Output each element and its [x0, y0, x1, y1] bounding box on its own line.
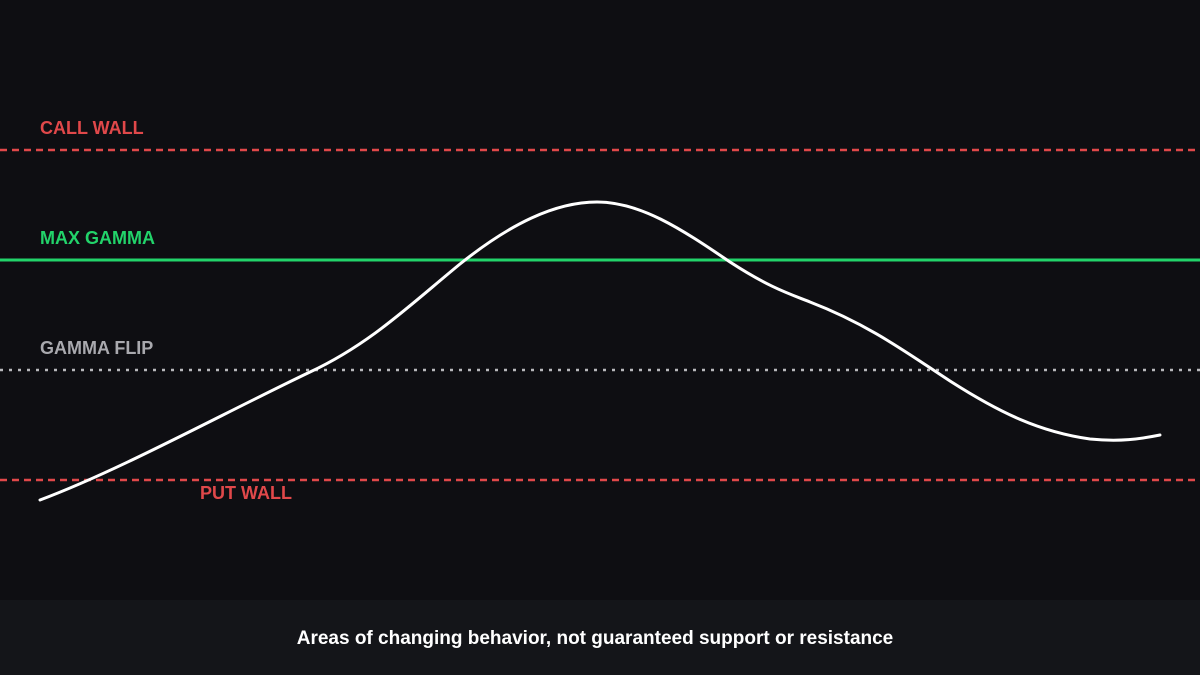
caption-band: [0, 600, 1200, 675]
put-wall-label: PUT WALL: [200, 483, 292, 503]
background: [0, 0, 1200, 600]
gamma-flip-label: GAMMA FLIP: [40, 338, 153, 358]
caption: Areas of changing behavior, not guarante…: [297, 628, 894, 649]
max-gamma-label: MAX GAMMA: [40, 228, 155, 248]
call-wall-label: CALL WALL: [40, 118, 144, 138]
price-curve: [38, 200, 1162, 502]
